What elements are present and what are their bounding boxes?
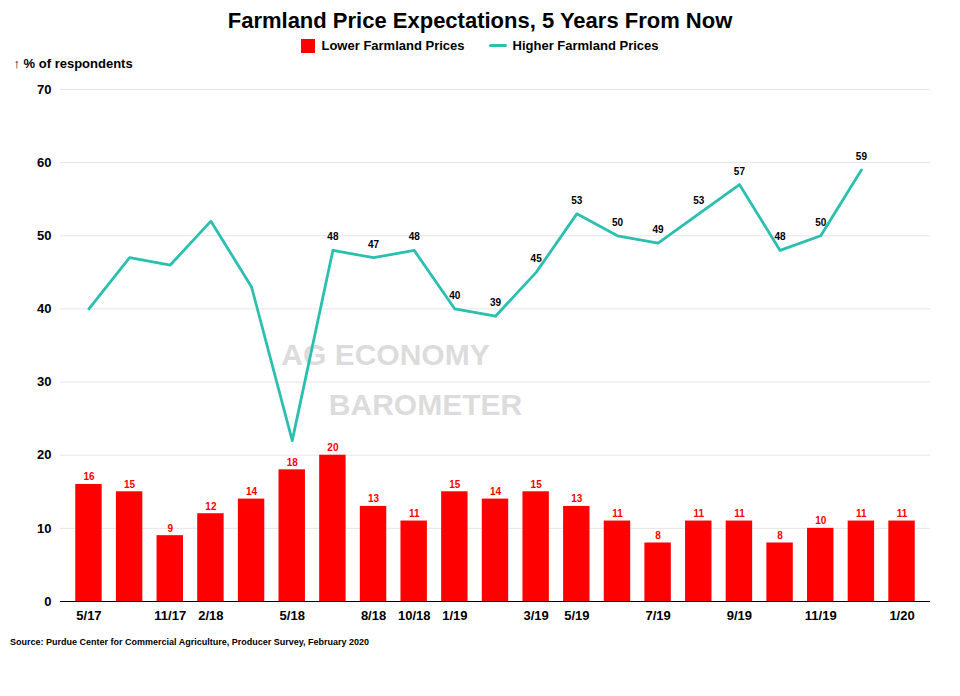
svg-text:50: 50: [815, 217, 827, 228]
svg-text:8/18: 8/18: [361, 608, 386, 623]
svg-text:5/18: 5/18: [280, 608, 305, 623]
html-text:Higher Farmland Prices: Higher Farmland Prices: [512, 38, 659, 53]
svg-text:8: 8: [655, 530, 661, 541]
svg-text:16: 16: [83, 471, 95, 482]
svg-text:15: 15: [449, 479, 461, 490]
svg-text:50: 50: [37, 228, 51, 243]
svg-text:5/19: 5/19: [564, 608, 589, 623]
svg-text:48: 48: [775, 231, 787, 242]
svg-text:11/17: 11/17: [154, 608, 186, 623]
svg-text:10/18: 10/18: [398, 608, 431, 623]
svg-text:11: 11: [612, 508, 623, 519]
svg-text:3/19: 3/19: [523, 608, 548, 623]
svg-text:39: 39: [490, 297, 502, 308]
svg-text:48: 48: [327, 231, 339, 242]
svg-text:30: 30: [37, 374, 51, 389]
svg-text:11/19: 11/19: [805, 608, 837, 623]
svg-text:20: 20: [37, 447, 51, 462]
svg-text:↑ % of respondents: ↑ % of respondents: [14, 56, 133, 71]
svg-text:40: 40: [37, 301, 51, 316]
svg-text:53: 53: [571, 195, 583, 206]
svg-text:13: 13: [571, 493, 583, 504]
svg-text:5/17: 5/17: [76, 608, 101, 623]
svg-text:15: 15: [124, 479, 136, 490]
svg-text:9/19: 9/19: [727, 608, 752, 623]
svg-text:11: 11: [693, 508, 704, 519]
svg-text:11: 11: [409, 508, 420, 519]
svg-text:15: 15: [531, 479, 543, 490]
svg-text:59: 59: [856, 151, 868, 162]
svg-text:1/19: 1/19: [442, 608, 467, 623]
html-text:Farmland Price Expectations, 5: Farmland Price Expectations, 5 Years Fro…: [227, 8, 733, 33]
html-text:Lower Farmland Prices: Lower Farmland Prices: [321, 38, 465, 53]
svg-text:40: 40: [449, 290, 461, 301]
svg-text:11: 11: [897, 508, 908, 519]
svg-text:20: 20: [327, 442, 339, 453]
svg-text:0: 0: [44, 594, 51, 609]
svg-text:48: 48: [409, 231, 421, 242]
svg-text:11: 11: [856, 508, 867, 519]
svg-text:50: 50: [612, 217, 624, 228]
svg-text:9: 9: [167, 523, 173, 534]
svg-text:47: 47: [368, 239, 380, 250]
html-text:Source: Purdue Center for Comm: Source: Purdue Center for Commercial Agr…: [10, 637, 370, 647]
svg-text:1/20: 1/20: [889, 608, 914, 623]
svg-text:8: 8: [777, 530, 783, 541]
svg-text:13: 13: [368, 493, 380, 504]
svg-text:60: 60: [37, 155, 51, 170]
svg-text:53: 53: [693, 195, 705, 206]
svg-text:18: 18: [287, 457, 299, 468]
svg-text:70: 70: [37, 82, 51, 97]
svg-text:49: 49: [653, 224, 665, 235]
svg-text:11: 11: [734, 508, 745, 519]
svg-text:AG ECONOMY: AG ECONOMY: [281, 338, 490, 372]
svg-text:10: 10: [815, 515, 827, 526]
svg-text:45: 45: [531, 253, 543, 264]
svg-text:7/19: 7/19: [645, 608, 670, 623]
svg-text:14: 14: [490, 486, 502, 497]
svg-text:57: 57: [734, 166, 746, 177]
svg-text:2/18: 2/18: [198, 608, 223, 623]
svg-text:10: 10: [37, 521, 51, 536]
svg-text:BAROMETER: BAROMETER: [329, 388, 523, 421]
svg-text:12: 12: [205, 501, 217, 512]
svg-text:14: 14: [246, 486, 258, 497]
